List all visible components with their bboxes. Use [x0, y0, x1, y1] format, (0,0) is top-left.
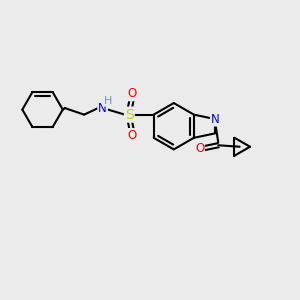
- Text: S: S: [125, 108, 134, 122]
- Text: O: O: [127, 129, 136, 142]
- Text: N: N: [98, 102, 107, 115]
- Text: O: O: [195, 142, 204, 155]
- Text: N: N: [211, 112, 220, 126]
- Text: H: H: [104, 96, 112, 106]
- Text: O: O: [127, 87, 136, 100]
